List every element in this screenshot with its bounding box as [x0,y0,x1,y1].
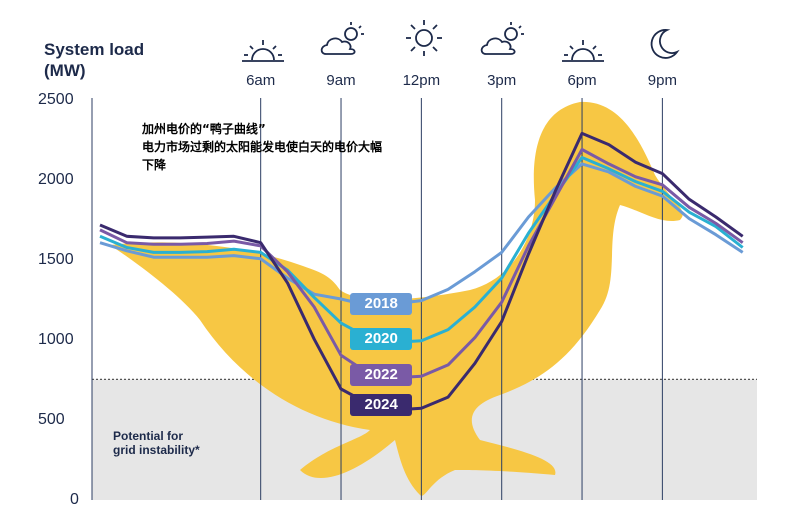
y-tick-label: 2500 [38,91,74,108]
partly-cloudy-icon [480,22,524,55]
year-label-2020: 2020 [350,328,413,351]
y-axis-title: System load [44,40,145,59]
annotation-text: 电力市场过剩的太阳能发电使白天的电价大幅 [142,140,383,154]
series-line-2022 [99,148,744,380]
series-line-2020 [99,156,744,344]
sunrise-icon [242,40,284,62]
sun-icon [406,20,442,56]
year-label-2022: 2022 [350,363,413,386]
time-label-9am: 9am [326,72,356,89]
y-tick-label: 500 [38,411,65,428]
time-label-6am: 6am [246,72,276,89]
time-label-3pm: 3pm [487,72,517,89]
y-tick-label: 0 [70,491,79,508]
year-label-2024: 2024 [350,394,413,417]
sunset-icon [562,40,604,62]
duck-silhouette [110,101,683,496]
risk-zone-label: grid instability* [113,443,200,457]
y-axis-unit: (MW) [44,61,86,80]
series-line-2024 [99,131,744,412]
annotation-title: 加州电价的“鸭子曲线” [142,122,266,136]
year-label-2018: 2018 [350,292,413,315]
time-label-9pm: 9pm [647,72,677,89]
y-tick-label: 1000 [38,331,74,348]
time-label-6pm: 6pm [567,72,597,89]
y-tick-label: 1500 [38,251,74,268]
series-lines [99,131,744,412]
y-tick-label: 2000 [38,171,74,188]
annotation-text: 下降 [142,158,167,172]
series-line-2018 [99,162,744,307]
time-label-12pm: 12pm [402,72,441,89]
risk-zone-label: Potential for [113,429,184,443]
partly-cloudy-icon [320,22,364,55]
moon-icon [650,29,680,59]
